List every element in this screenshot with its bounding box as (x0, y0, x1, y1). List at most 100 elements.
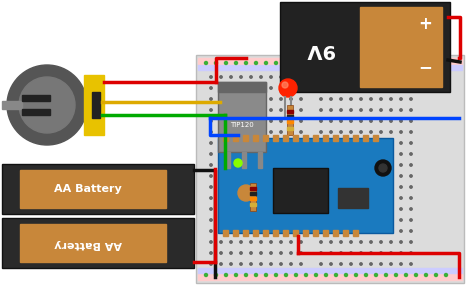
Circle shape (250, 131, 252, 133)
Circle shape (290, 164, 292, 166)
Circle shape (445, 61, 447, 65)
Circle shape (250, 186, 252, 188)
Circle shape (370, 109, 372, 111)
Circle shape (384, 274, 388, 276)
Bar (283, 135, 288, 141)
Circle shape (390, 142, 392, 144)
Circle shape (280, 98, 282, 100)
Circle shape (340, 87, 342, 89)
Circle shape (400, 263, 402, 265)
Bar (22, 109, 50, 115)
Circle shape (230, 197, 232, 199)
Circle shape (240, 76, 242, 78)
Circle shape (370, 76, 372, 78)
Circle shape (220, 186, 222, 188)
Circle shape (374, 274, 377, 276)
Circle shape (260, 252, 262, 254)
Circle shape (220, 219, 222, 221)
Circle shape (260, 142, 262, 144)
Circle shape (210, 153, 212, 155)
Bar (353, 135, 358, 141)
Circle shape (220, 153, 222, 155)
Circle shape (330, 175, 332, 177)
Circle shape (370, 131, 372, 133)
Circle shape (330, 87, 332, 89)
Circle shape (280, 230, 282, 232)
Circle shape (350, 98, 352, 100)
Circle shape (290, 252, 292, 254)
Circle shape (320, 175, 322, 177)
Circle shape (410, 230, 412, 232)
Bar (283, 230, 288, 236)
Circle shape (240, 208, 242, 210)
Circle shape (210, 241, 212, 243)
Circle shape (300, 208, 302, 210)
Circle shape (400, 252, 402, 254)
Circle shape (280, 120, 282, 122)
Circle shape (280, 208, 282, 210)
Circle shape (230, 175, 232, 177)
Circle shape (270, 252, 272, 254)
Circle shape (260, 263, 262, 265)
Circle shape (400, 197, 402, 199)
Circle shape (220, 252, 222, 254)
Circle shape (250, 87, 252, 89)
Circle shape (210, 208, 212, 210)
Circle shape (325, 61, 328, 65)
Circle shape (210, 142, 212, 144)
Circle shape (250, 76, 252, 78)
Circle shape (360, 263, 362, 265)
Bar (218, 82, 266, 92)
Circle shape (400, 153, 402, 155)
Circle shape (340, 252, 342, 254)
Circle shape (300, 120, 302, 122)
Bar (343, 230, 348, 236)
Circle shape (300, 131, 302, 133)
Circle shape (425, 61, 428, 65)
Circle shape (270, 197, 272, 199)
Circle shape (220, 98, 222, 100)
Circle shape (320, 98, 322, 100)
Circle shape (230, 219, 232, 221)
Circle shape (270, 208, 272, 210)
Text: TIP120: TIP120 (230, 122, 254, 128)
Circle shape (380, 153, 382, 155)
Bar (280, 2, 450, 92)
Circle shape (204, 61, 208, 65)
Circle shape (280, 197, 282, 199)
Circle shape (280, 241, 282, 243)
Circle shape (390, 87, 392, 89)
Circle shape (400, 208, 402, 210)
Bar (250, 183, 256, 211)
Circle shape (290, 120, 292, 122)
Circle shape (400, 98, 402, 100)
Circle shape (350, 186, 352, 188)
Circle shape (250, 120, 252, 122)
Circle shape (220, 241, 222, 243)
Circle shape (210, 76, 212, 78)
Circle shape (280, 153, 282, 155)
Circle shape (240, 219, 242, 221)
Circle shape (370, 153, 372, 155)
Circle shape (304, 61, 308, 65)
Circle shape (220, 120, 222, 122)
Circle shape (240, 98, 242, 100)
Circle shape (264, 61, 267, 65)
Bar (253, 230, 258, 236)
Circle shape (270, 219, 272, 221)
Circle shape (270, 98, 272, 100)
Circle shape (340, 208, 342, 210)
Circle shape (390, 197, 392, 199)
Circle shape (240, 164, 242, 166)
Circle shape (270, 109, 272, 111)
Text: +: + (418, 15, 432, 33)
Circle shape (445, 274, 447, 276)
Bar (243, 230, 248, 236)
Circle shape (270, 230, 272, 232)
Circle shape (380, 252, 382, 254)
Circle shape (400, 230, 402, 232)
Circle shape (320, 109, 322, 111)
Bar (226, 152, 230, 168)
Circle shape (400, 131, 402, 133)
Circle shape (279, 79, 297, 97)
